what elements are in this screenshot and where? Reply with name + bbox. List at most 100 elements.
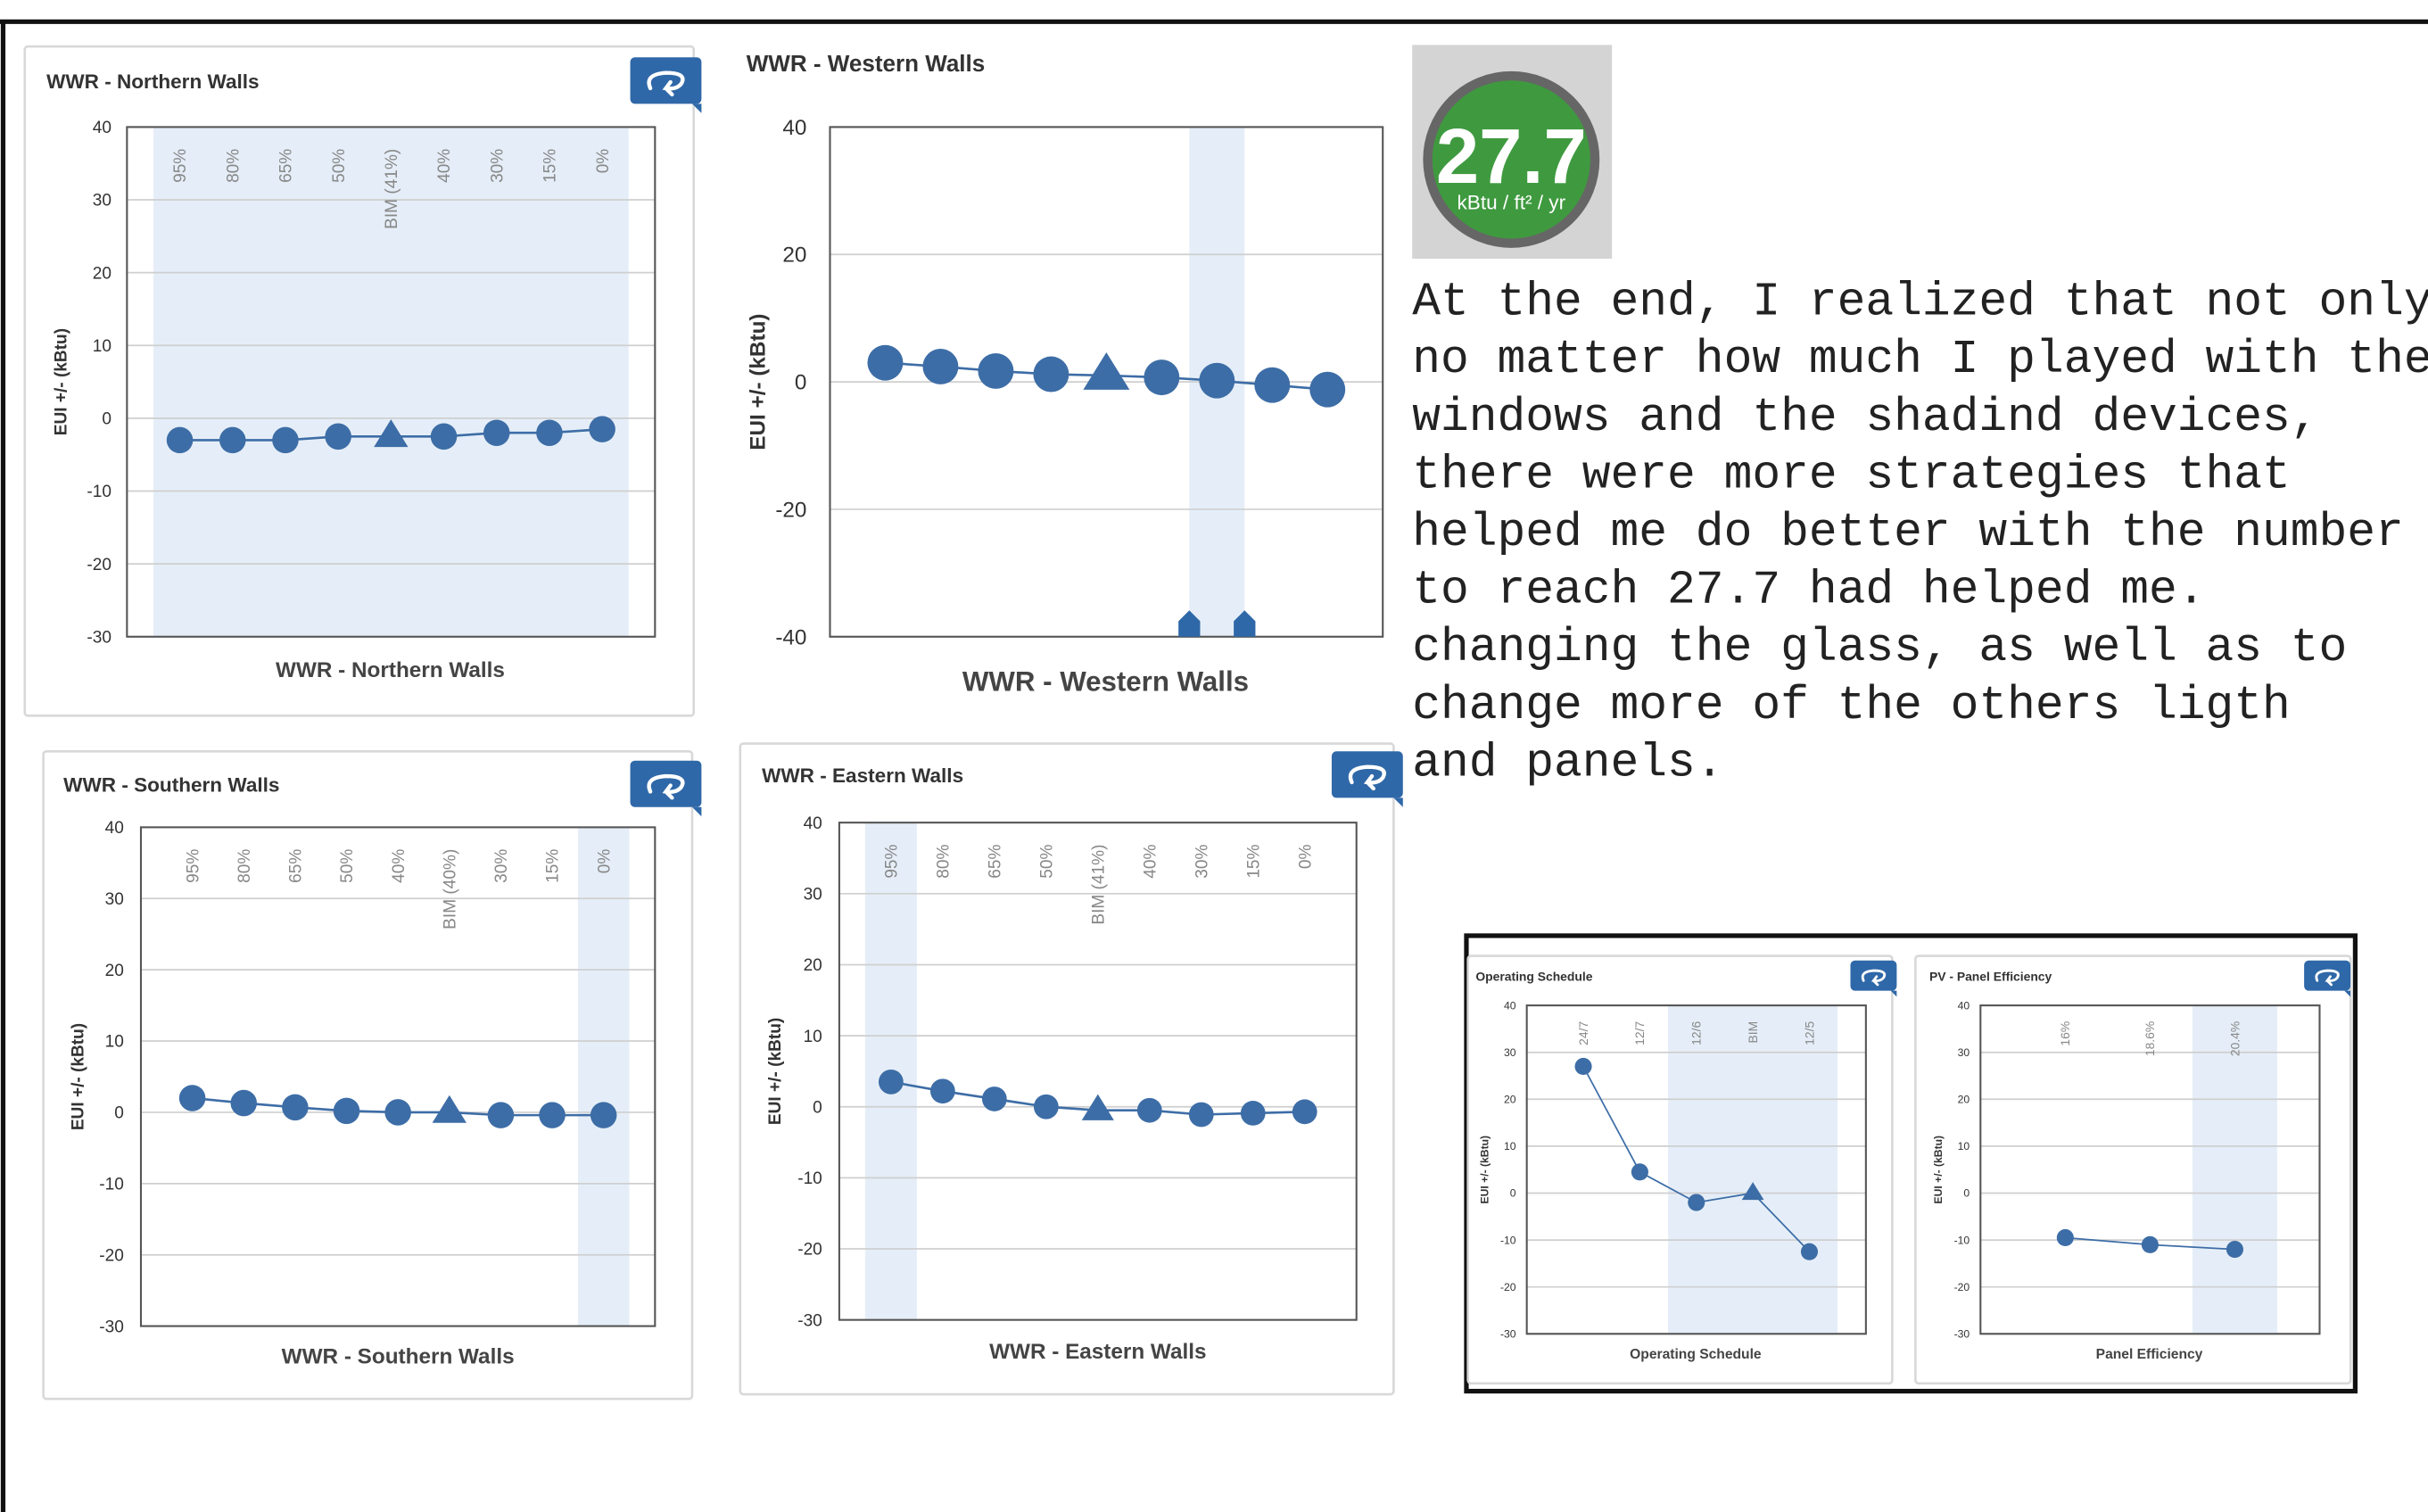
x-axis-label: Panel Efficiency bbox=[2096, 1347, 2203, 1362]
category-label: 40% bbox=[390, 849, 409, 883]
point-triangle bbox=[374, 419, 409, 448]
point bbox=[2226, 1241, 2243, 1259]
category-label: 24/7 bbox=[1576, 1021, 1590, 1045]
reset-button[interactable] bbox=[1850, 960, 1897, 997]
y-tick-label: 40 bbox=[804, 814, 822, 833]
point bbox=[2056, 1228, 2074, 1247]
category-label: 65% bbox=[287, 849, 306, 883]
highlight-band bbox=[2192, 1005, 2277, 1334]
badge-value: 27.7 bbox=[1436, 113, 1587, 200]
point bbox=[1033, 1094, 1059, 1120]
point bbox=[1309, 371, 1346, 408]
point bbox=[166, 426, 194, 454]
y-tick-label: 30 bbox=[1504, 1046, 1516, 1059]
point bbox=[1688, 1194, 1705, 1211]
badge-circle bbox=[1423, 70, 1600, 248]
point bbox=[282, 1094, 309, 1121]
y-tick-label: 10 bbox=[804, 1028, 822, 1046]
category-label: BIM (41%) bbox=[1089, 844, 1108, 924]
category-label: 95% bbox=[883, 844, 902, 878]
category-label: 50% bbox=[1038, 844, 1057, 878]
reset-button-bg bbox=[630, 760, 702, 807]
point-triangle bbox=[432, 1095, 467, 1123]
panel bbox=[42, 749, 694, 1400]
point bbox=[536, 419, 563, 446]
y-tick-label: -40 bbox=[775, 625, 806, 649]
reset-button-bg bbox=[630, 57, 702, 104]
category-label: 12/6 bbox=[1689, 1021, 1704, 1045]
y-tick-label: -30 bbox=[99, 1318, 124, 1336]
point bbox=[539, 1102, 566, 1128]
y-tick-label: 0 bbox=[102, 410, 111, 429]
y-axis-label: EUI +/- (kBtu) bbox=[1932, 1136, 1945, 1204]
paragraph-line: no matter how much I played with the bbox=[1412, 333, 2428, 386]
y-tick-label: -10 bbox=[1954, 1234, 1970, 1246]
point bbox=[1240, 1101, 1266, 1126]
reset-button-tail bbox=[691, 103, 702, 113]
y-tick-label: 20 bbox=[1504, 1094, 1516, 1106]
y-tick-label: 20 bbox=[782, 244, 806, 268]
category-label: 15% bbox=[541, 149, 560, 183]
y-tick-label: -20 bbox=[1954, 1281, 1970, 1293]
point bbox=[325, 423, 351, 450]
chart: PV - Panel Efficiency -30 -20 -10 0 10 20 30 40 E… bbox=[1914, 954, 2352, 1385]
category-label: 40% bbox=[1141, 844, 1160, 878]
reset-button-bg bbox=[1331, 751, 1403, 798]
category-label: 65% bbox=[987, 844, 1005, 878]
point bbox=[922, 348, 959, 384]
x-axis-label: WWR - Northern Walls bbox=[276, 658, 505, 682]
category-label: 30% bbox=[488, 149, 507, 183]
point bbox=[272, 426, 299, 454]
paragraph-line: there were more strategies that bbox=[1412, 448, 2291, 501]
reset-button[interactable] bbox=[1331, 751, 1403, 807]
y-tick-label: -20 bbox=[797, 1241, 822, 1260]
plot-border bbox=[139, 826, 657, 1327]
badge: 27.7 kBtu / ft² / yr bbox=[1412, 45, 1613, 260]
category-label: 12/5 bbox=[1802, 1021, 1816, 1045]
y-tick-label: 40 bbox=[1958, 999, 1970, 1012]
point-triangle bbox=[1081, 1094, 1114, 1120]
point bbox=[1136, 1097, 1162, 1123]
range-handle[interactable] bbox=[1178, 610, 1201, 637]
chart: WWR - Southern Walls -30 -20 -10 0 10 20 30 40 EU… bbox=[42, 749, 702, 1400]
reset-button[interactable] bbox=[630, 760, 702, 817]
y-axis-label: EUI +/- (kBtu) bbox=[70, 1023, 88, 1130]
point bbox=[981, 1086, 1007, 1111]
point bbox=[1631, 1163, 1648, 1181]
y-tick-label: 20 bbox=[93, 264, 111, 283]
badge-unit: kBtu / ft² / yr bbox=[1458, 191, 1566, 213]
point bbox=[178, 1085, 206, 1111]
reset-button[interactable] bbox=[2304, 960, 2351, 997]
range-handle[interactable] bbox=[1234, 610, 1256, 637]
category-label: 12/7 bbox=[1632, 1021, 1647, 1045]
y-tick-label: 30 bbox=[1958, 1046, 1970, 1059]
plot-border bbox=[126, 126, 657, 638]
x-axis-label: WWR - Eastern Walls bbox=[989, 1340, 1206, 1364]
y-tick-label: 20 bbox=[105, 962, 124, 980]
chart-title: WWR - Eastern Walls bbox=[762, 764, 963, 787]
reset-button-tail bbox=[2344, 990, 2351, 997]
point bbox=[867, 344, 904, 381]
category-label: BIM bbox=[1746, 1021, 1760, 1044]
reset-button[interactable] bbox=[630, 57, 702, 113]
chart-title: WWR - Northern Walls bbox=[46, 70, 260, 93]
y-tick-label: 40 bbox=[1504, 999, 1516, 1012]
y-tick-label: -10 bbox=[1500, 1234, 1516, 1246]
category-label: 50% bbox=[330, 149, 349, 183]
highlight-band bbox=[153, 127, 629, 637]
point bbox=[1033, 356, 1069, 392]
category-label: 0% bbox=[1296, 844, 1315, 869]
point-triangle bbox=[1741, 1182, 1764, 1201]
y-tick-label: 30 bbox=[105, 890, 124, 909]
y-tick-label: 40 bbox=[105, 819, 124, 838]
y-tick-label: 0 bbox=[1963, 1187, 1970, 1200]
x-axis-label: Operating Schedule bbox=[1630, 1347, 1762, 1362]
y-tick-label: 30 bbox=[93, 192, 111, 211]
chart: Operating Schedule -30 -20 -10 0 10 20 30 40 EUI … bbox=[1466, 954, 1897, 1385]
category-label: 0% bbox=[595, 849, 614, 874]
paragraph-line: change more of the others ligth bbox=[1412, 679, 2291, 732]
category-label: 80% bbox=[235, 849, 254, 883]
category-label: BIM (41%) bbox=[383, 149, 401, 229]
reset-button-bg bbox=[2304, 960, 2351, 991]
